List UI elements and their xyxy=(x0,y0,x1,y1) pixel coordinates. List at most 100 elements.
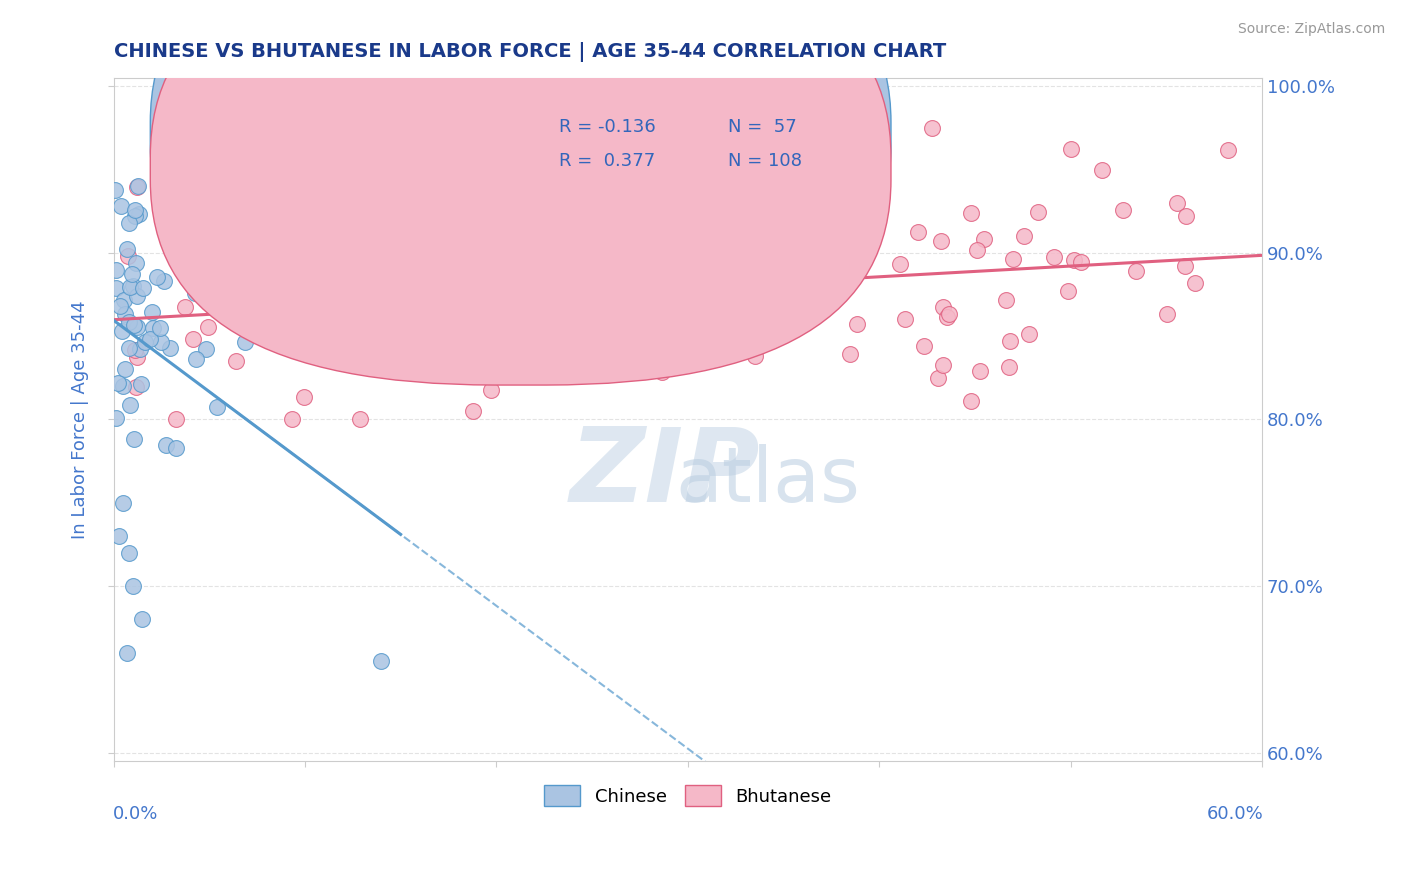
Point xyxy=(929,234,952,248)
Point xyxy=(846,317,869,331)
Point xyxy=(235,314,257,328)
Point xyxy=(460,175,482,189)
FancyBboxPatch shape xyxy=(150,0,891,385)
Point xyxy=(120,398,142,412)
Point xyxy=(373,332,395,346)
Point xyxy=(441,239,464,253)
Point xyxy=(112,495,135,509)
Point xyxy=(443,301,465,315)
Point xyxy=(233,334,256,349)
Point xyxy=(441,309,464,323)
Point xyxy=(752,281,775,295)
Point xyxy=(839,346,862,360)
Point xyxy=(174,268,197,282)
Point xyxy=(430,301,453,316)
Point xyxy=(173,300,195,314)
Point xyxy=(153,274,176,288)
Point xyxy=(349,412,371,426)
Point xyxy=(613,311,636,326)
Point xyxy=(104,263,127,277)
Point xyxy=(623,282,645,296)
Point xyxy=(117,342,139,356)
Text: N = 108: N = 108 xyxy=(728,153,801,170)
Point xyxy=(186,252,208,266)
Point xyxy=(912,339,935,353)
Text: 0.0%: 0.0% xyxy=(112,805,157,823)
Point xyxy=(107,376,129,391)
Point xyxy=(104,183,127,197)
Point xyxy=(931,358,953,372)
Point xyxy=(927,370,949,384)
Point xyxy=(960,206,983,220)
Point xyxy=(124,209,146,223)
Point xyxy=(134,334,156,349)
Point xyxy=(894,311,917,326)
Point xyxy=(932,300,955,314)
Point xyxy=(515,192,537,206)
Point xyxy=(1056,285,1078,299)
Point xyxy=(181,261,204,276)
Point xyxy=(793,178,815,192)
Point xyxy=(1026,205,1049,219)
Point xyxy=(595,334,617,348)
Point xyxy=(461,404,484,418)
Point xyxy=(479,383,502,397)
Point xyxy=(517,276,540,290)
Point xyxy=(575,245,598,260)
Point xyxy=(1091,162,1114,177)
Text: Source: ZipAtlas.com: Source: ZipAtlas.com xyxy=(1237,22,1385,37)
Point xyxy=(1001,252,1024,266)
Point xyxy=(737,219,759,234)
Point xyxy=(124,202,146,217)
Point xyxy=(651,365,673,379)
Point xyxy=(165,412,187,426)
FancyBboxPatch shape xyxy=(475,105,866,201)
Point xyxy=(744,349,766,363)
Point xyxy=(186,351,208,366)
FancyBboxPatch shape xyxy=(150,0,891,351)
Point xyxy=(121,579,143,593)
Point xyxy=(228,279,250,293)
Point xyxy=(626,282,648,296)
Point xyxy=(969,364,991,378)
Point xyxy=(889,257,911,271)
Point xyxy=(1112,202,1135,217)
Point xyxy=(111,379,134,393)
Point xyxy=(124,318,146,332)
Point xyxy=(129,342,152,356)
Point xyxy=(966,243,988,257)
Point xyxy=(307,226,329,240)
Point xyxy=(125,256,148,270)
Point xyxy=(205,400,228,414)
Point xyxy=(155,438,177,452)
Point xyxy=(644,271,666,285)
Point xyxy=(598,313,620,327)
Point xyxy=(288,311,311,326)
Point xyxy=(463,199,485,213)
Point xyxy=(146,270,169,285)
Point xyxy=(150,335,173,350)
Point xyxy=(127,289,149,303)
Point xyxy=(1043,250,1066,264)
Point xyxy=(463,260,485,275)
Point xyxy=(492,311,515,326)
Point xyxy=(554,364,576,378)
Point xyxy=(508,244,530,258)
Point xyxy=(127,178,149,193)
Point xyxy=(181,332,204,346)
Point xyxy=(1060,142,1083,156)
Point xyxy=(463,202,485,217)
Point xyxy=(194,343,217,357)
Text: CHINESE VS BHUTANESE IN LABOR FORCE | AGE 35-44 CORRELATION CHART: CHINESE VS BHUTANESE IN LABOR FORCE | AG… xyxy=(114,42,946,62)
Point xyxy=(828,277,851,292)
Point xyxy=(1184,276,1206,290)
Point xyxy=(1216,143,1239,157)
Point xyxy=(110,299,132,313)
Point xyxy=(159,341,181,355)
Point xyxy=(782,275,804,289)
Point xyxy=(114,307,136,321)
Point xyxy=(184,285,207,300)
Point xyxy=(125,179,148,194)
Point xyxy=(959,394,981,409)
Point xyxy=(292,390,315,404)
